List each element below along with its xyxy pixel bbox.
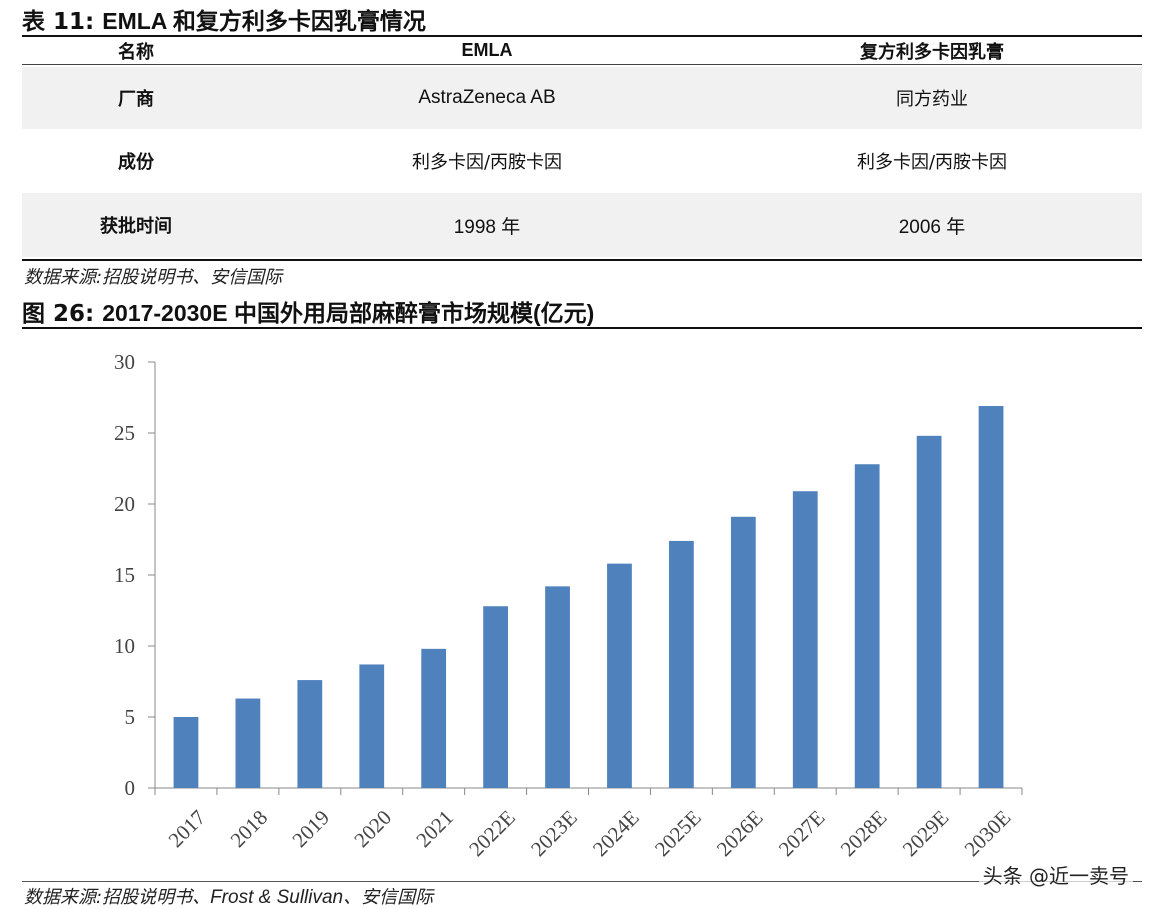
y-tick-label: 20 — [114, 492, 135, 516]
row-emla-value: 1998 年 — [453, 216, 521, 238]
figure-title-text: 2017-2030E 中国外用局部麻醉膏市场规模(亿元) — [102, 300, 595, 326]
row-label: 成份 — [118, 152, 154, 173]
y-tick-label: 15 — [114, 563, 135, 587]
figure-bottom-rule — [22, 881, 1142, 882]
bar-2018 — [235, 698, 261, 788]
figure-source-prefix: 数据来源:招股说明书、 — [24, 887, 211, 908]
x-tick-label: 2030E — [960, 805, 1016, 861]
x-tick-label: 2017 — [164, 805, 211, 852]
x-tick-label: 2026E — [712, 805, 768, 861]
y-tick-label: 5 — [125, 705, 136, 729]
bar-series — [173, 406, 1004, 788]
bar-2019 — [297, 680, 323, 788]
y-tick-label: 30 — [114, 350, 135, 374]
table-row: 获批时间 1998 年 2006 年 — [22, 193, 1142, 257]
comparison-table: 名称 EMLA 复方利多卡因乳膏 厂商 AstraZeneca AB 同方药业 … — [22, 37, 1142, 259]
x-tick-label: 2028E — [836, 805, 892, 861]
bar-2026E — [730, 516, 756, 788]
figure-source-en: Frost & Sullivan — [210, 887, 344, 908]
x-tick-label: 2021 — [411, 805, 458, 852]
x-tick-label: 2018 — [226, 805, 273, 852]
table-bottom-rule — [22, 259, 1142, 261]
bar-2017 — [173, 717, 199, 788]
figure-source-suffix: 、安信国际 — [343, 887, 434, 908]
x-tick-label: 2020 — [349, 805, 396, 852]
x-tick-label: 2024E — [588, 805, 644, 861]
row-label: 厂商 — [118, 89, 154, 110]
y-tick-label: 0 — [125, 776, 136, 800]
y-tick-label: 10 — [114, 634, 135, 658]
bar-2030E — [978, 406, 1004, 788]
bar-2021 — [421, 648, 447, 788]
figure-title: 图 26: 2017-2030E 中国外用局部麻醉膏市场规模(亿元) — [22, 294, 594, 328]
table-header-row: 名称 EMLA 复方利多卡因乳膏 — [22, 37, 1142, 64]
figure-title-prefix: 图 26: — [22, 301, 95, 327]
x-tick-label: 2019 — [287, 805, 334, 852]
figure-top-rule — [22, 327, 1142, 329]
table-row: 成份 利多卡因/丙胺卡因 利多卡因/丙胺卡因 — [22, 129, 1142, 193]
y-axis: 0 5 10 15 20 25 30 — [114, 350, 156, 800]
row-emla-value: AstraZeneca AB — [418, 87, 556, 108]
table-top-rule — [22, 35, 1142, 37]
bar-2024E — [607, 563, 632, 788]
x-tick-label: 2023E — [526, 805, 582, 861]
bar-2028E — [854, 464, 880, 788]
x-tick-label: 2025E — [650, 805, 706, 861]
row-emla-value: 利多卡因/丙胺卡因 — [411, 152, 563, 173]
bar-2020 — [359, 664, 385, 788]
x-tick-label: 2027E — [774, 805, 830, 861]
header-compound: 复方利多卡因乳膏 — [860, 41, 1004, 63]
table-title-text: EMLA 和复方利多卡因乳膏情况 — [102, 8, 426, 34]
table-title: 表 11: EMLA 和复方利多卡因乳膏情况 — [22, 2, 426, 36]
bar-2023E — [545, 586, 570, 788]
row-compound-value: 2006 年 — [898, 216, 966, 238]
row-label: 获批时间 — [100, 216, 172, 237]
table-row: 厂商 AstraZeneca AB 同方药业 — [22, 67, 1142, 129]
header-rule — [22, 64, 1142, 65]
table-title-prefix: 表 11: — [22, 9, 95, 35]
y-tick-label: 25 — [114, 421, 135, 445]
row-compound-value: 同方药业 — [896, 89, 968, 110]
bar-2022E — [483, 606, 508, 788]
bar-2027E — [792, 491, 818, 788]
x-axis: 2017 2018 2019 2020 2021 2022E 2023E 2024E 2025E… — [154, 787, 1023, 861]
watermark: 头条 @近一卖号 — [978, 860, 1133, 889]
bar-2025E — [669, 540, 694, 788]
header-emla: EMLA — [461, 40, 513, 60]
x-tick-label: 2029E — [898, 805, 954, 861]
bar-2029E — [916, 435, 942, 788]
table-source: 数据来源:招股说明书、安信国际 — [24, 267, 283, 288]
row-compound-value: 利多卡因/丙胺卡因 — [856, 152, 1008, 173]
header-name: 名称 — [118, 41, 154, 63]
x-tick-label: 2022E — [464, 805, 520, 861]
figure-source: 数据来源:招股说明书、Frost & Sullivan、安信国际 — [24, 883, 433, 909]
